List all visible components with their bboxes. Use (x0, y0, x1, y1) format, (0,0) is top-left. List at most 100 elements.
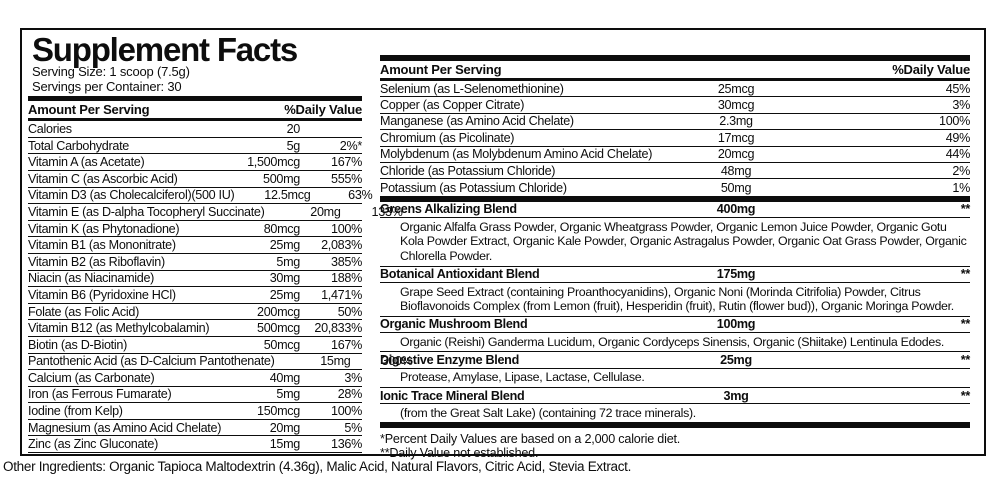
nutrient-daily-value: 3% (952, 98, 970, 113)
left-table-body: Calories 20 Total Carbohydrate 5g 2%* Vitamin… (28, 121, 413, 454)
blend-ingredients: Organic (Reishi) Ganderma Lucidum, Organ… (380, 333, 970, 353)
nutrient-daily-value: 44% (945, 147, 971, 162)
nutrient-daily-value: 136% (330, 437, 362, 452)
nutrient-name: Manganese (as Amino Acid Chelate) (380, 114, 574, 129)
right-column: Amount Per Serving %Daily Value Selenium… (380, 55, 970, 460)
nutrient-daily-value: 49% (945, 130, 971, 145)
other-ingredients: Other Ingredients: Organic Tapioca Malto… (3, 459, 632, 474)
nutrient-name: Pantothenic Acid (as D-Calcium Pantothen… (28, 354, 275, 369)
nutrient-name: Chloride (as Potassium Chloride) (380, 163, 556, 178)
nutrient-amount: 25mg (269, 287, 301, 302)
nutrient-row: Chloride (as Potassium Chloride) 48mg 2% (380, 163, 970, 180)
nutrient-amount: 500mg (262, 171, 300, 186)
nutrient-daily-value: 188% (330, 271, 362, 286)
nutrient-amount: 50mg (720, 180, 752, 195)
nutrient-daily-value: 2,083% (321, 238, 362, 253)
blend-header-row: Ionic Trace Mineral Blend 3mg ** (380, 388, 970, 405)
nutrient-name: Zinc (as Zinc Gluconate) (28, 437, 158, 452)
blend-amount: 25mg (720, 353, 752, 368)
nutrient-name: Vitamin B2 (as Riboflavin) (28, 254, 165, 269)
nutrient-name: Niacin (as Niacinamide) (28, 271, 155, 286)
nutrient-row: Vitamin D3 (as Cholecalciferol)(500 IU) 1… (28, 188, 373, 205)
footnote-not-established: **Daily Value not established. (380, 446, 539, 461)
blend-daily-value: ** (960, 202, 971, 217)
nutrient-row: Vitamin K (as Phytonadione) 80mcg 100% (28, 221, 362, 238)
blend-daily-value: ** (960, 353, 971, 368)
servings-per-container: Servings per Container: 30 (32, 78, 182, 94)
nutrient-amount: 1,500mcg (247, 155, 300, 170)
nutrient-amount: 17mcg (717, 130, 755, 145)
nutrient-daily-value: 2% (952, 163, 970, 178)
nutrient-amount: 40mg (269, 370, 301, 385)
nutrient-row: Iron (as Ferrous Fumarate) 5mg 28% (28, 387, 362, 404)
nutrient-name: Vitamin D3 (as Cholecalciferol)(500 IU) (28, 188, 235, 203)
blend-section: Botanical Antioxidant Blend 175mg ** Grape … (380, 267, 970, 317)
blend-name: Ionic Trace Mineral Blend (380, 388, 525, 403)
nutrient-amount: 20 (286, 121, 301, 136)
blend-header-row: Greens Alkalizing Blend 400mg ** (380, 202, 970, 219)
panel-title: Supplement Facts (32, 31, 298, 68)
blend-header-row: Organic Mushroom Blend 100mg ** (380, 317, 970, 334)
serving-size: Serving Size: 1 scoop (7.5g) (32, 64, 190, 79)
nutrient-amount: 20mg (269, 420, 301, 435)
nutrient-amount: 20mg (310, 204, 341, 219)
nutrient-daily-value: 300% (381, 354, 413, 369)
nutrient-daily-value: 5% (344, 420, 362, 435)
blend-section: Greens Alkalizing Blend 400mg ** Organic Al… (380, 202, 970, 267)
nutrient-row: Pantothenic Acid (as D-Calcium Pantothen… (28, 354, 413, 371)
nutrient-row: Chromium (as Picolinate) 17mcg 49% (380, 130, 971, 147)
nutrient-daily-value: 1% (952, 180, 970, 195)
blend-ingredients: Organic Alfalfa Grass Powder, Organic Wh… (380, 218, 970, 267)
divider-medium (28, 118, 362, 122)
nutrient-name: Molybdenum (as Molybdenum Amino Acid Che… (380, 147, 653, 162)
nutrient-amount: 15mg (320, 354, 351, 369)
footnotes: *Percent Daily Values are based on a 2,0… (380, 432, 970, 460)
nutrient-row: Potassium (as Potassium Chloride) 50mg 1% (380, 179, 970, 195)
left-table-header: Amount Per Serving %Daily Value (28, 101, 362, 118)
nutrient-row: Manganese (as Amino Acid Chelate) 2.3mg 10… (380, 114, 970, 131)
nutrient-amount: 5g (286, 138, 301, 153)
nutrient-row: Vitamin C (as Ascorbic Acid) 500mg 555% (28, 171, 362, 188)
nutrient-row: Vitamin E (as D-alpha Tocopheryl Succina… (28, 204, 403, 221)
nutrient-amount: 50mcg (263, 337, 301, 352)
nutrient-daily-value: 20,833% (314, 321, 362, 336)
right-table-header: Amount Per Serving %Daily Value (380, 61, 970, 78)
nutrient-name: Folate (as Folic Acid) (28, 304, 139, 319)
nutrient-name: Potassium (as Potassium Chloride) (380, 180, 567, 195)
divider-thick (380, 195, 970, 202)
nutrient-name: Copper (as Copper Citrate) (380, 98, 525, 113)
left-column: Supplement Facts Serving Size: 1 scoop (… (28, 31, 413, 454)
blend-ingredients: (from the Great Salt Lake) (containing 7… (400, 405, 696, 420)
divider-thick (380, 422, 970, 429)
nutrient-row: Molybdenum (as Molybdenum Amino Acid Che… (380, 147, 970, 163)
nutrient-name: Total Carbohydrate (28, 138, 130, 153)
blend-header-row: Botanical Antioxidant Blend 175mg ** (380, 267, 970, 284)
blends-section: Greens Alkalizing Blend 400mg ** Organic Al… (380, 202, 970, 423)
blend-amount: 100mg (716, 317, 756, 332)
right-header-daily-value: %Daily Value (892, 62, 970, 77)
nutrient-name: Iodine (from Kelp) (28, 404, 123, 419)
nutrient-daily-value: 45% (945, 81, 971, 96)
nutrient-amount: 25mcg (717, 81, 755, 96)
nutrient-name: Vitamin B6 (Pyridoxine HCl) (28, 287, 176, 302)
nutrient-amount: 150mcg (256, 404, 300, 419)
blend-ingredients: Protease, Amylase, Lipase, Lactase, Cell… (380, 369, 970, 388)
nutrient-name: Calories (28, 121, 72, 136)
nutrient-row: Calories 20 (28, 121, 362, 138)
nutrient-amount: 30mg (269, 271, 301, 286)
nutrient-row: Folate (as Folic Acid) 200mcg 50% (28, 304, 362, 321)
nutrient-name: Iron (as Ferrous Fumarate) (28, 387, 172, 402)
nutrient-amount: 30mcg (717, 98, 755, 113)
nutrient-name: Vitamin K (as Phytonadione) (28, 221, 180, 236)
divider-thick (28, 96, 362, 102)
blend-section: Digestive Enzyme Blend 25mg ** Protease, Am… (380, 352, 970, 388)
blend-daily-value: ** (960, 267, 971, 282)
nutrient-name: Vitamin B1 (as Mononitrate) (28, 238, 176, 253)
nutrient-daily-value: 3% (344, 370, 362, 385)
blend-section: Ionic Trace Mineral Blend 3mg ** (from the … (380, 388, 970, 423)
facts-panel: Supplement Facts Serving Size: 1 scoop (… (20, 28, 986, 460)
nutrient-row: Selenium (as L-Selenomethionine) 25mcg 45% (380, 81, 971, 98)
nutrient-name: Magnesium (as Amino Acid Chelate) (28, 420, 222, 435)
nutrient-daily-value: 28% (337, 387, 363, 402)
